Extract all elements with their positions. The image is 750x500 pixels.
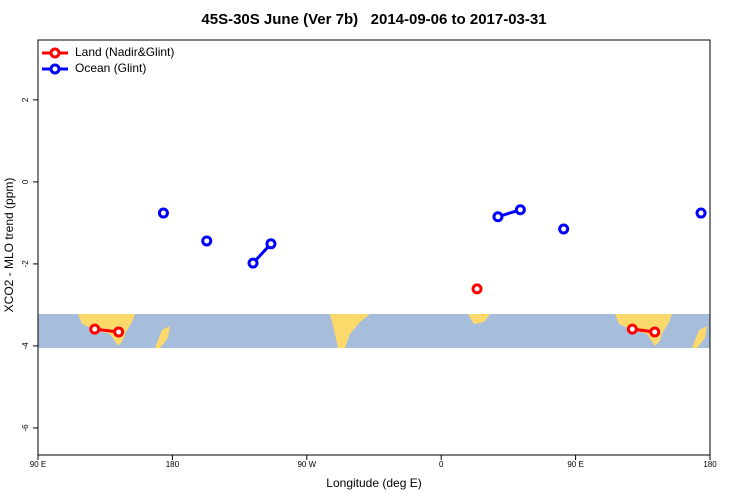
y-tick-label: -2 bbox=[21, 260, 30, 268]
y-axis-label: XCO2 - MLO trend (ppm) bbox=[2, 178, 16, 313]
legend-label: Ocean (Glint) bbox=[75, 61, 146, 75]
legend-label: Land (Nadir&Glint) bbox=[75, 45, 174, 59]
data-point bbox=[471, 283, 483, 295]
plot-frame bbox=[37, 39, 711, 456]
data-point bbox=[695, 207, 707, 219]
x-tick-label: 90 E bbox=[30, 460, 46, 469]
legend-marker bbox=[49, 47, 61, 59]
data-point bbox=[247, 257, 259, 269]
data-point bbox=[265, 238, 277, 250]
series-line bbox=[253, 210, 701, 263]
data-point bbox=[626, 323, 638, 335]
y-tick-label: 2 bbox=[21, 97, 30, 102]
data-point bbox=[492, 211, 504, 223]
map-band bbox=[38, 314, 710, 348]
x-tick-label: 0 bbox=[439, 460, 444, 469]
data-point bbox=[649, 326, 661, 338]
x-axis-label: Longitude (deg E) bbox=[326, 476, 421, 490]
data-point bbox=[201, 235, 213, 247]
data-point bbox=[113, 326, 125, 338]
land-shape bbox=[692, 326, 707, 348]
ocean-band bbox=[38, 314, 710, 348]
x-tick-label: 90 E bbox=[567, 460, 583, 469]
x-tick-label: 180 bbox=[703, 460, 717, 469]
data-point bbox=[157, 207, 169, 219]
data-point bbox=[558, 223, 570, 235]
y-tick-label: -6 bbox=[21, 424, 30, 432]
chart-title: 45S-30S June (Ver 7b) 2014-09-06 to 2017… bbox=[201, 11, 546, 28]
data-point bbox=[514, 204, 526, 216]
land-shape bbox=[330, 314, 370, 348]
land-shape bbox=[468, 314, 490, 324]
y-tick-label: -4 bbox=[21, 342, 30, 350]
legend-marker bbox=[49, 63, 61, 75]
x-tick-label: 90 W bbox=[297, 460, 316, 469]
x-tick-label: 180 bbox=[166, 460, 180, 469]
land-shape bbox=[155, 326, 170, 348]
data-point bbox=[89, 323, 101, 335]
y-tick-label: 0 bbox=[21, 179, 30, 184]
